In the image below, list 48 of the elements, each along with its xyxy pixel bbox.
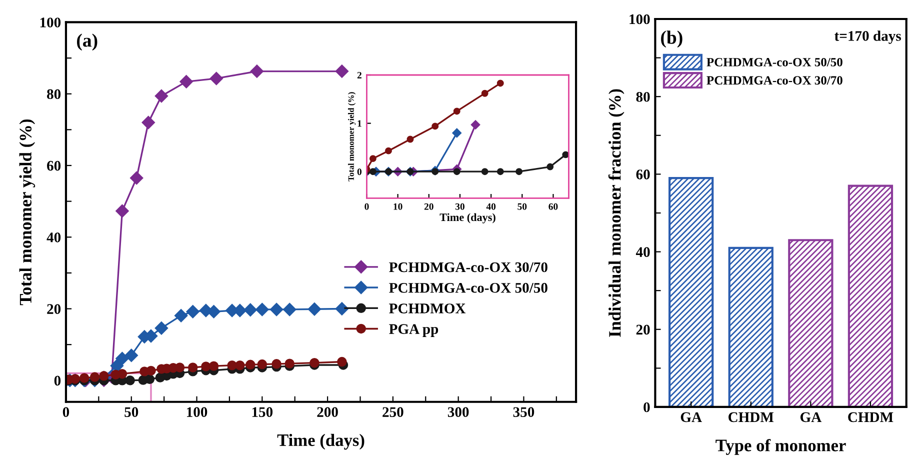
x-tick-label: 40 bbox=[486, 203, 496, 210]
y-tick-label: 1 bbox=[358, 120, 362, 127]
y-tick-label: 20 bbox=[47, 304, 61, 314]
x-tick-label: 30 bbox=[455, 203, 464, 210]
annotation: t=170 days bbox=[834, 30, 901, 44]
y-axis-title: Total monomer yield (%) bbox=[348, 92, 356, 182]
x-tick-label: 200 bbox=[317, 407, 338, 418]
y-tick-label: 2 bbox=[357, 72, 362, 78]
y-tick-label: 80 bbox=[47, 89, 61, 100]
legend-label: PCHDMGA-co-OX 30/70 bbox=[389, 262, 548, 272]
y-tick-label: 40 bbox=[46, 232, 61, 242]
x-axis-title: Time (days) bbox=[277, 434, 364, 450]
x-tick-label: 350 bbox=[513, 407, 534, 418]
x-tick-label: 150 bbox=[252, 407, 273, 418]
legend-label: PCHDMOX bbox=[389, 304, 466, 314]
y-tick-label: 80 bbox=[636, 92, 650, 102]
annotation: (a) bbox=[77, 34, 98, 51]
y-tick-label: 100 bbox=[40, 18, 61, 28]
y-axis-title: Total monomer yield (%) bbox=[19, 119, 36, 306]
x-tick-label: 60 bbox=[548, 203, 558, 210]
legend-label: PCHDMGA-co-OX 30/70 bbox=[706, 76, 842, 85]
y-tick-label: 60 bbox=[636, 170, 650, 180]
x-tick-label: 20 bbox=[424, 203, 434, 210]
x-tick-label: 50 bbox=[124, 407, 138, 418]
x-tick-label: 50 bbox=[518, 203, 527, 210]
legend-label: PCHDMGA-co-OX 50/50 bbox=[706, 58, 842, 66]
legend-label: PGA pp bbox=[389, 324, 438, 337]
x-axis-title: Time (days) bbox=[440, 213, 496, 224]
x-tick-label: CHDM bbox=[728, 412, 774, 422]
x-tick-label: 300 bbox=[448, 407, 469, 418]
y-tick-label: 20 bbox=[636, 324, 650, 335]
x-tick-label: CHDM bbox=[848, 412, 894, 422]
annotation: (b) bbox=[661, 30, 682, 48]
x-tick-label: 250 bbox=[382, 407, 404, 418]
x-axis-title: Type of monomer bbox=[716, 438, 846, 455]
x-tick-label: GA bbox=[680, 412, 702, 422]
y-tick-label: 0 bbox=[54, 376, 61, 386]
x-tick-label: GA bbox=[800, 412, 822, 422]
legend-label: PCHDMGA-co-OX 50/50 bbox=[389, 282, 548, 293]
y-tick-label: 0 bbox=[357, 168, 362, 176]
x-tick-label: 0 bbox=[364, 203, 369, 210]
x-tick-label: 0 bbox=[62, 407, 70, 418]
x-tick-label: 100 bbox=[186, 407, 208, 418]
x-tick-label: 10 bbox=[394, 203, 402, 210]
y-tick-label: 60 bbox=[47, 160, 61, 171]
y-tick-label: 100 bbox=[630, 14, 650, 24]
y-tick-label: 40 bbox=[636, 247, 650, 257]
y-axis-title: Individual monomer fraction (%) bbox=[608, 89, 624, 337]
